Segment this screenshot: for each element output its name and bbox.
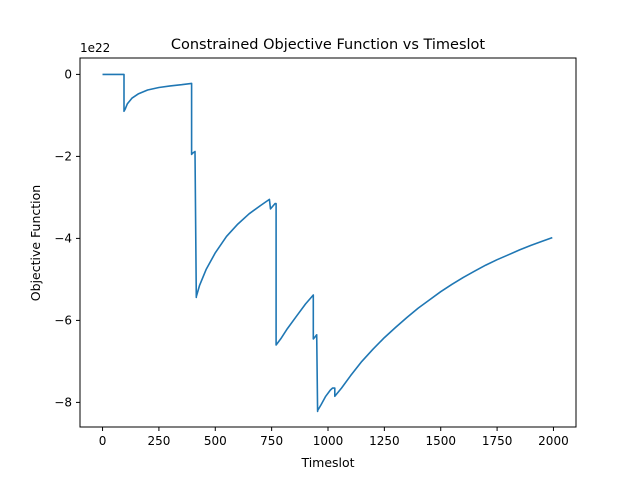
- axes-frame: [79, 57, 577, 428]
- chart-title: Constrained Objective Function vs Timesl…: [171, 37, 486, 53]
- x-tick-label: 1500: [425, 434, 456, 448]
- x-tick-label: 750: [260, 434, 283, 448]
- x-tick-label: 500: [204, 434, 227, 448]
- x-tick-label: 1750: [482, 434, 513, 448]
- y-tick-label: −8: [54, 395, 72, 409]
- y-axis-ticks: 0 −2 −4 −6 −8: [54, 67, 80, 409]
- y-axis-label: Objective Function: [28, 185, 43, 301]
- x-axis-label: Timeslot: [300, 455, 354, 470]
- y-axis-offset-label: 1e22: [80, 41, 110, 55]
- y-tick-label: −4: [54, 231, 72, 245]
- x-tick-label: 1250: [369, 434, 400, 448]
- x-tick-label: 2000: [538, 434, 569, 448]
- x-axis-ticks: 0 250 500 750 1000 1250 1500 1750 2000: [99, 427, 569, 448]
- x-tick-label: 1000: [313, 434, 344, 448]
- y-tick-label: −2: [54, 149, 72, 163]
- x-tick-label: 0: [99, 434, 107, 448]
- y-tick-label: −6: [54, 313, 72, 327]
- y-tick-label: 0: [64, 67, 72, 81]
- plot-area: [102, 73, 553, 413]
- x-tick-label: 250: [147, 434, 170, 448]
- series-line-0: [102, 73, 553, 413]
